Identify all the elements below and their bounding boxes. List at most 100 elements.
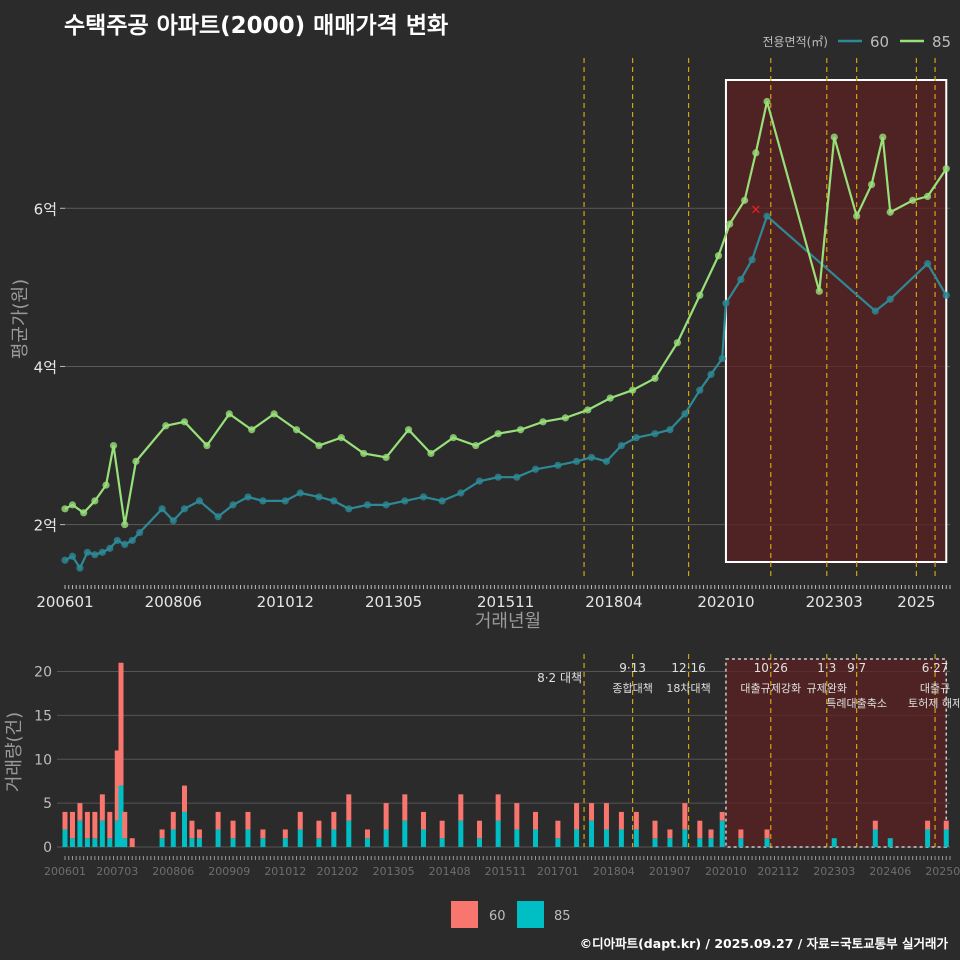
policy-annotation: 8·2 대책: [537, 670, 582, 685]
series-60-point: [315, 493, 323, 501]
bar-60: [402, 794, 408, 821]
bar-60: [122, 811, 128, 839]
policy-annotation-text: 특례대출축소: [826, 697, 887, 710]
bar-60: [297, 811, 303, 830]
bar-85: [574, 829, 580, 847]
series-60-point: [83, 548, 92, 556]
x-tick-label: 202010: [705, 865, 747, 878]
bar-85: [196, 838, 202, 847]
bar-85: [533, 829, 539, 847]
policy-annotation-date: 9·13: [619, 661, 646, 675]
y-tick-label: 10: [34, 752, 52, 768]
series-60-point: [923, 260, 932, 268]
volume-chart: 0 5 10 15 20 8·2 대책 9·13 종합대책 12·16 18차대책 10·26 대출규…: [4, 654, 960, 928]
bar-60: [652, 820, 658, 839]
x-tick-label: 201012: [257, 593, 314, 611]
policy-annotation-date: 1·3: [817, 661, 836, 675]
series-60-point: [113, 536, 121, 545]
series-85-point: [382, 453, 390, 462]
series-60-point: [296, 489, 304, 497]
series-85-point: [584, 406, 592, 414]
bar-60: [383, 803, 389, 830]
legend-label-85: 85: [554, 909, 571, 924]
bar-85: [603, 829, 609, 847]
series-85-point: [879, 133, 887, 141]
series-60-point: [345, 505, 353, 513]
bar-85: [764, 838, 770, 847]
series-60-point: [871, 307, 879, 315]
bar-85: [84, 838, 90, 847]
series-85-point: [853, 212, 861, 220]
series-85-point: [867, 180, 876, 189]
x-tick-label: 202406: [869, 865, 911, 878]
bar-60: [346, 794, 352, 821]
policy-annotation-text: 18차대책: [666, 682, 710, 695]
bar-60: [420, 811, 426, 830]
x-tick-label: 201511: [477, 593, 534, 611]
x-tick-label: 201305: [365, 593, 422, 611]
series-60-point: [259, 497, 267, 505]
legend-swatch-60: [451, 901, 478, 928]
series-85-point: [763, 97, 771, 106]
y-tick-label: 4억: [34, 358, 57, 376]
series-85-point: [68, 501, 77, 509]
series-85-point: [696, 291, 704, 299]
bar-85: [667, 838, 673, 847]
bar-85: [708, 838, 714, 847]
y-tick-label: 20: [34, 665, 52, 681]
policy-annotation-date: 12·16: [671, 661, 705, 675]
bar-60: [189, 820, 195, 839]
policy-annotation-text: 규제완화: [807, 682, 847, 695]
x-tick-label: 201907: [649, 865, 691, 878]
series-60-point: [554, 461, 562, 469]
series-85-point: [726, 220, 734, 228]
series-60-point: [602, 457, 611, 465]
series-85-point: [909, 196, 917, 204]
series-85-point: [516, 426, 525, 434]
series-85-point: [606, 394, 614, 402]
series-60-point: [98, 548, 106, 556]
bar-85: [943, 829, 949, 847]
source-footer: ©디아파트(dapt.kr) / 2025.09.27 / 자료=국토교통부 실…: [579, 936, 948, 951]
highlight-region: [724, 79, 948, 563]
series-85-point: [180, 418, 189, 426]
x-tick-label: 201804: [585, 593, 642, 611]
bar-85: [77, 820, 83, 847]
y-axis-label: 거래량(건): [4, 712, 25, 792]
bar-85: [99, 820, 105, 847]
bar-60: [62, 811, 68, 830]
bar-60: [245, 811, 251, 830]
x-tick-label: 201012: [264, 865, 306, 878]
series-85-point: [360, 449, 368, 458]
bar-60: [458, 794, 464, 821]
bar-60: [114, 750, 120, 821]
x-tick-label: 200601: [44, 865, 86, 878]
series-85-point: [162, 422, 170, 430]
bar-60: [77, 803, 83, 821]
series-85-point: [494, 430, 502, 438]
bar-60: [533, 811, 539, 830]
series-85-point: [628, 386, 637, 394]
series-85-point: [741, 196, 749, 204]
bar-60: [215, 811, 221, 830]
x-tick-label: 201701: [537, 865, 579, 878]
series-60-point: [169, 517, 177, 525]
series-85-point: [270, 410, 278, 418]
series-85-point: [109, 441, 118, 450]
x-tick-label: 200806: [145, 593, 202, 611]
chart-title: 수택주공 아파트(2000) 매매가격 변화: [64, 13, 449, 39]
max-price-marker: ×: [750, 202, 761, 217]
x-tick-label: 202509: [925, 865, 960, 878]
bar-85: [887, 838, 893, 847]
x-tick-label: 202303: [806, 593, 863, 611]
bar-85: [589, 820, 595, 847]
bar-85: [316, 838, 322, 847]
series-60-point: [681, 410, 689, 418]
bar-85: [62, 829, 68, 847]
series-60-point: [763, 212, 771, 220]
legend-label-60: 60: [489, 909, 506, 924]
bar-85: [230, 838, 236, 847]
bar-60: [170, 811, 176, 830]
series-85-point: [203, 441, 211, 450]
series-85-point: [121, 521, 129, 529]
